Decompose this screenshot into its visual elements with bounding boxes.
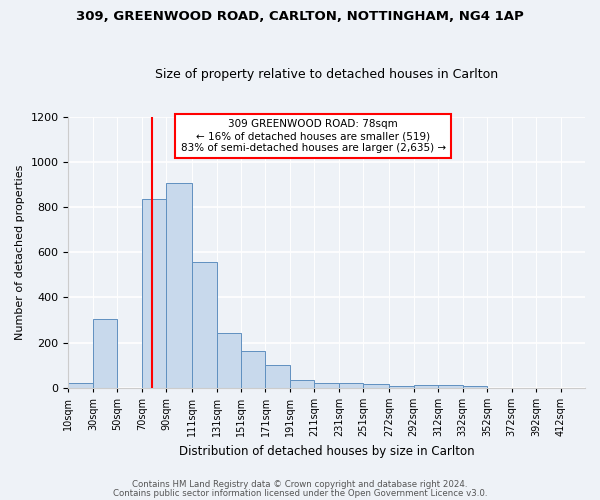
Text: 309, GREENWOOD ROAD, CARLTON, NOTTINGHAM, NG4 1AP: 309, GREENWOOD ROAD, CARLTON, NOTTINGHAM… <box>76 10 524 23</box>
Bar <box>93 319 118 388</box>
Bar <box>142 199 166 388</box>
Bar <box>241 351 265 388</box>
Bar <box>217 334 241 388</box>
Text: 309 GREENWOOD ROAD: 78sqm
← 16% of detached houses are smaller (519)
83% of semi: 309 GREENWOOD ROAD: 78sqm ← 16% of detac… <box>181 120 446 152</box>
Bar <box>463 386 487 388</box>
Text: Contains HM Land Registry data © Crown copyright and database right 2024.: Contains HM Land Registry data © Crown c… <box>132 480 468 489</box>
Bar <box>166 184 192 388</box>
Text: Contains public sector information licensed under the Open Government Licence v3: Contains public sector information licen… <box>113 488 487 498</box>
Bar <box>364 384 389 388</box>
Bar <box>314 383 339 388</box>
Bar <box>290 380 314 388</box>
Bar <box>413 386 438 388</box>
Bar <box>265 365 290 388</box>
Bar <box>192 262 217 388</box>
Bar <box>339 382 364 388</box>
Title: Size of property relative to detached houses in Carlton: Size of property relative to detached ho… <box>155 68 498 81</box>
X-axis label: Distribution of detached houses by size in Carlton: Distribution of detached houses by size … <box>179 444 475 458</box>
Y-axis label: Number of detached properties: Number of detached properties <box>15 164 25 340</box>
Bar <box>389 386 413 388</box>
Bar <box>68 383 93 388</box>
Bar <box>438 386 463 388</box>
